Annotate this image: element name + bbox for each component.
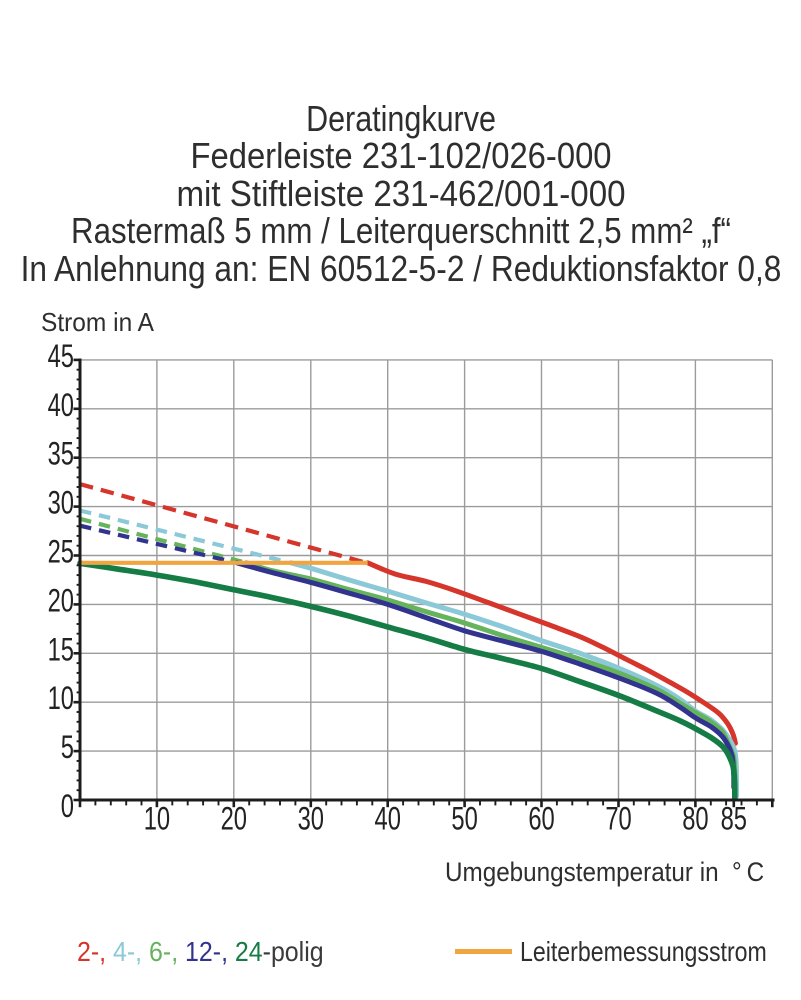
svg-text:5: 5 (61, 730, 74, 767)
svg-text:60: 60 (528, 801, 554, 838)
svg-text:40: 40 (375, 801, 401, 838)
svg-text:25: 25 (48, 534, 74, 571)
svg-text:85: 85 (721, 801, 747, 838)
svg-text:45: 45 (48, 338, 74, 375)
svg-text:40: 40 (48, 387, 74, 424)
svg-text:30: 30 (298, 801, 324, 838)
svg-text:20: 20 (48, 583, 74, 620)
svg-text:70: 70 (605, 801, 631, 838)
svg-text:10: 10 (144, 801, 170, 838)
svg-text:50: 50 (451, 801, 477, 838)
svg-text:80: 80 (682, 801, 708, 838)
svg-text:0: 0 (61, 788, 74, 825)
svg-text:10: 10 (48, 681, 74, 718)
svg-text:20: 20 (221, 801, 247, 838)
svg-text:15: 15 (48, 632, 74, 669)
svg-text:35: 35 (48, 436, 74, 473)
svg-text:30: 30 (48, 485, 74, 522)
